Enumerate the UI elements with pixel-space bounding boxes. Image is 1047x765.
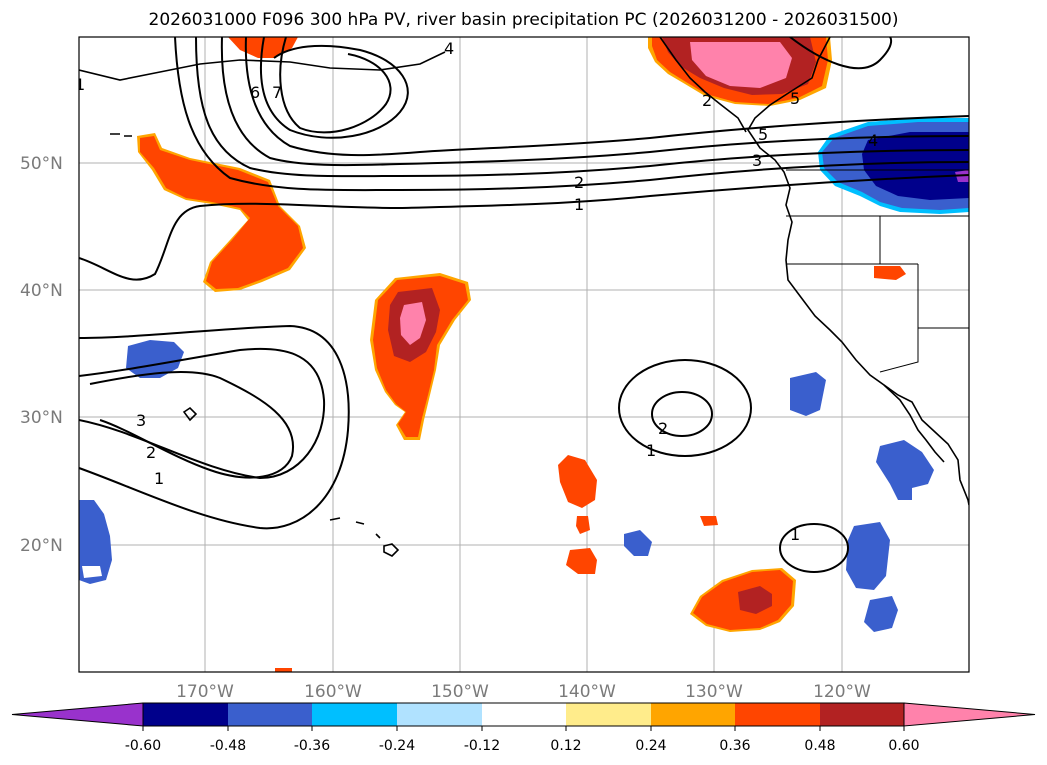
positive-anomaly-small-2	[576, 516, 590, 534]
contour-label: 2	[702, 91, 712, 110]
lon-label-170w: 170°W	[176, 682, 234, 702]
colorbar-extend-low	[11, 702, 144, 727]
contour-label: 1	[646, 441, 656, 460]
map-title: 2026031000 F096 300 hPa PV, river basin …	[148, 10, 899, 30]
latitude-labels: 50°N 40°N 30°N 20°N	[20, 154, 63, 556]
colorbar-segment	[735, 703, 820, 726]
colorbar-tick-label: 0.12	[550, 738, 581, 754]
colorbar-extend-high	[903, 702, 1036, 727]
plot-area	[79, 37, 969, 672]
negative-anomaly-west-1	[126, 340, 184, 378]
contour-outer-ring	[789, 37, 893, 70]
lat-label-50n: 50°N	[20, 154, 63, 174]
negative-anomaly-small-3	[624, 530, 652, 556]
contour-label: 6	[250, 83, 260, 102]
contour-labels: 1 2 4 5 6 7 1 2 3 4 5 1 2 3 1 2 1	[75, 39, 878, 544]
map-frame	[78, 36, 970, 673]
contour-label: 5	[790, 89, 800, 108]
colorbar-tick-label: -0.12	[464, 738, 500, 754]
colorbar-segment	[566, 703, 651, 726]
colorbar-tick-label: 0.48	[804, 738, 835, 754]
contour-label: 2	[574, 173, 584, 192]
coastlines	[79, 37, 969, 557]
colorbar-tick-label: 0.36	[719, 738, 750, 754]
lon-label-130w: 130°W	[685, 682, 743, 702]
island-small-1	[182, 406, 198, 422]
contour-label: 1	[574, 195, 584, 214]
lat-label-40n: 40°N	[20, 281, 63, 301]
negative-anomaly-small-5	[864, 596, 898, 632]
contour-label: 1	[75, 75, 85, 94]
colorbar-segment	[651, 703, 735, 726]
contour-label: 2	[146, 443, 156, 462]
contour-label: 4	[868, 131, 878, 150]
positive-anomaly-small-3	[566, 548, 597, 574]
contour-6-loop	[259, 37, 409, 139]
negative-anomaly-small-1	[790, 372, 826, 416]
colorbar-tick-label: -0.24	[379, 738, 415, 754]
contour-2-west	[79, 347, 326, 480]
contour-label: 2	[658, 419, 668, 438]
contour-7-loop	[279, 37, 392, 134]
coastline-alaska-panhandle	[659, 37, 747, 133]
positive-anomaly-small-6	[275, 668, 292, 672]
colorbar-segment	[820, 703, 904, 726]
contour-label: 3	[136, 411, 146, 430]
colorbar-segment	[228, 703, 312, 726]
contour-3-north	[195, 37, 969, 178]
lat-label-30n: 30°N	[20, 408, 63, 428]
contour-label: 4	[444, 39, 454, 58]
colorbar-segment	[143, 703, 228, 726]
colorbar: -0.60 -0.48 -0.36 -0.24 -0.12 0.12 0.24 0.36 0.4…	[11, 702, 1036, 754]
coastline-north-america	[747, 37, 969, 506]
contour-1-southeast	[779, 523, 849, 573]
contour-label: 3	[752, 151, 762, 170]
contour-label: 1	[790, 525, 800, 544]
coastline-baja	[883, 384, 945, 463]
contour-4-north	[220, 37, 969, 167]
colorbar-tick-label: -0.36	[294, 738, 330, 754]
state-borders	[786, 169, 969, 373]
coastline-aleutians	[79, 51, 446, 81]
colorbar-segment	[312, 703, 397, 726]
longitude-labels: 170°W 160°W 150°W 140°W 130°W 120°W	[176, 682, 871, 702]
lon-label-160w: 160°W	[304, 682, 362, 702]
positive-anomaly-small-4	[700, 516, 718, 526]
pv-contours	[79, 37, 969, 573]
contour-label: 7	[272, 83, 282, 102]
lon-label-140w: 140°W	[558, 682, 616, 702]
colorbar-tick-label: -0.48	[210, 738, 246, 754]
contour-3-west	[89, 371, 295, 479]
contour-5-north	[244, 37, 969, 157]
negative-anomaly-small-4	[846, 522, 890, 590]
lat-label-20n: 20°N	[20, 536, 63, 556]
contour-label: 5	[758, 125, 768, 144]
colorbar-segment	[397, 703, 482, 726]
island-aleutian-west	[110, 133, 132, 137]
lon-label-150w: 150°W	[431, 682, 489, 702]
contour-1-east	[618, 359, 752, 457]
colorbar-outline	[142, 702, 905, 727]
contour-1-west	[79, 324, 350, 530]
lon-label-120w: 120°W	[813, 682, 871, 702]
contour-2-north	[174, 37, 969, 192]
colorbar-segment	[482, 703, 566, 726]
contour-label: 1	[154, 469, 164, 488]
colorbar-tick-label: 0.24	[635, 738, 666, 754]
positive-anomaly-small-1	[558, 455, 597, 508]
contour-1-north	[79, 174, 969, 281]
colorbar-tick-label: 0.60	[888, 738, 919, 754]
precip-anomaly-fills	[79, 37, 969, 672]
colorbar-tick-label: -0.60	[125, 738, 161, 754]
positive-anomaly-small-5	[874, 266, 906, 280]
contour-2-east	[651, 391, 713, 437]
negative-anomaly-small-2	[876, 440, 934, 500]
islands-hawaii	[329, 517, 400, 557]
negative-anomaly-west-edge	[79, 500, 112, 584]
